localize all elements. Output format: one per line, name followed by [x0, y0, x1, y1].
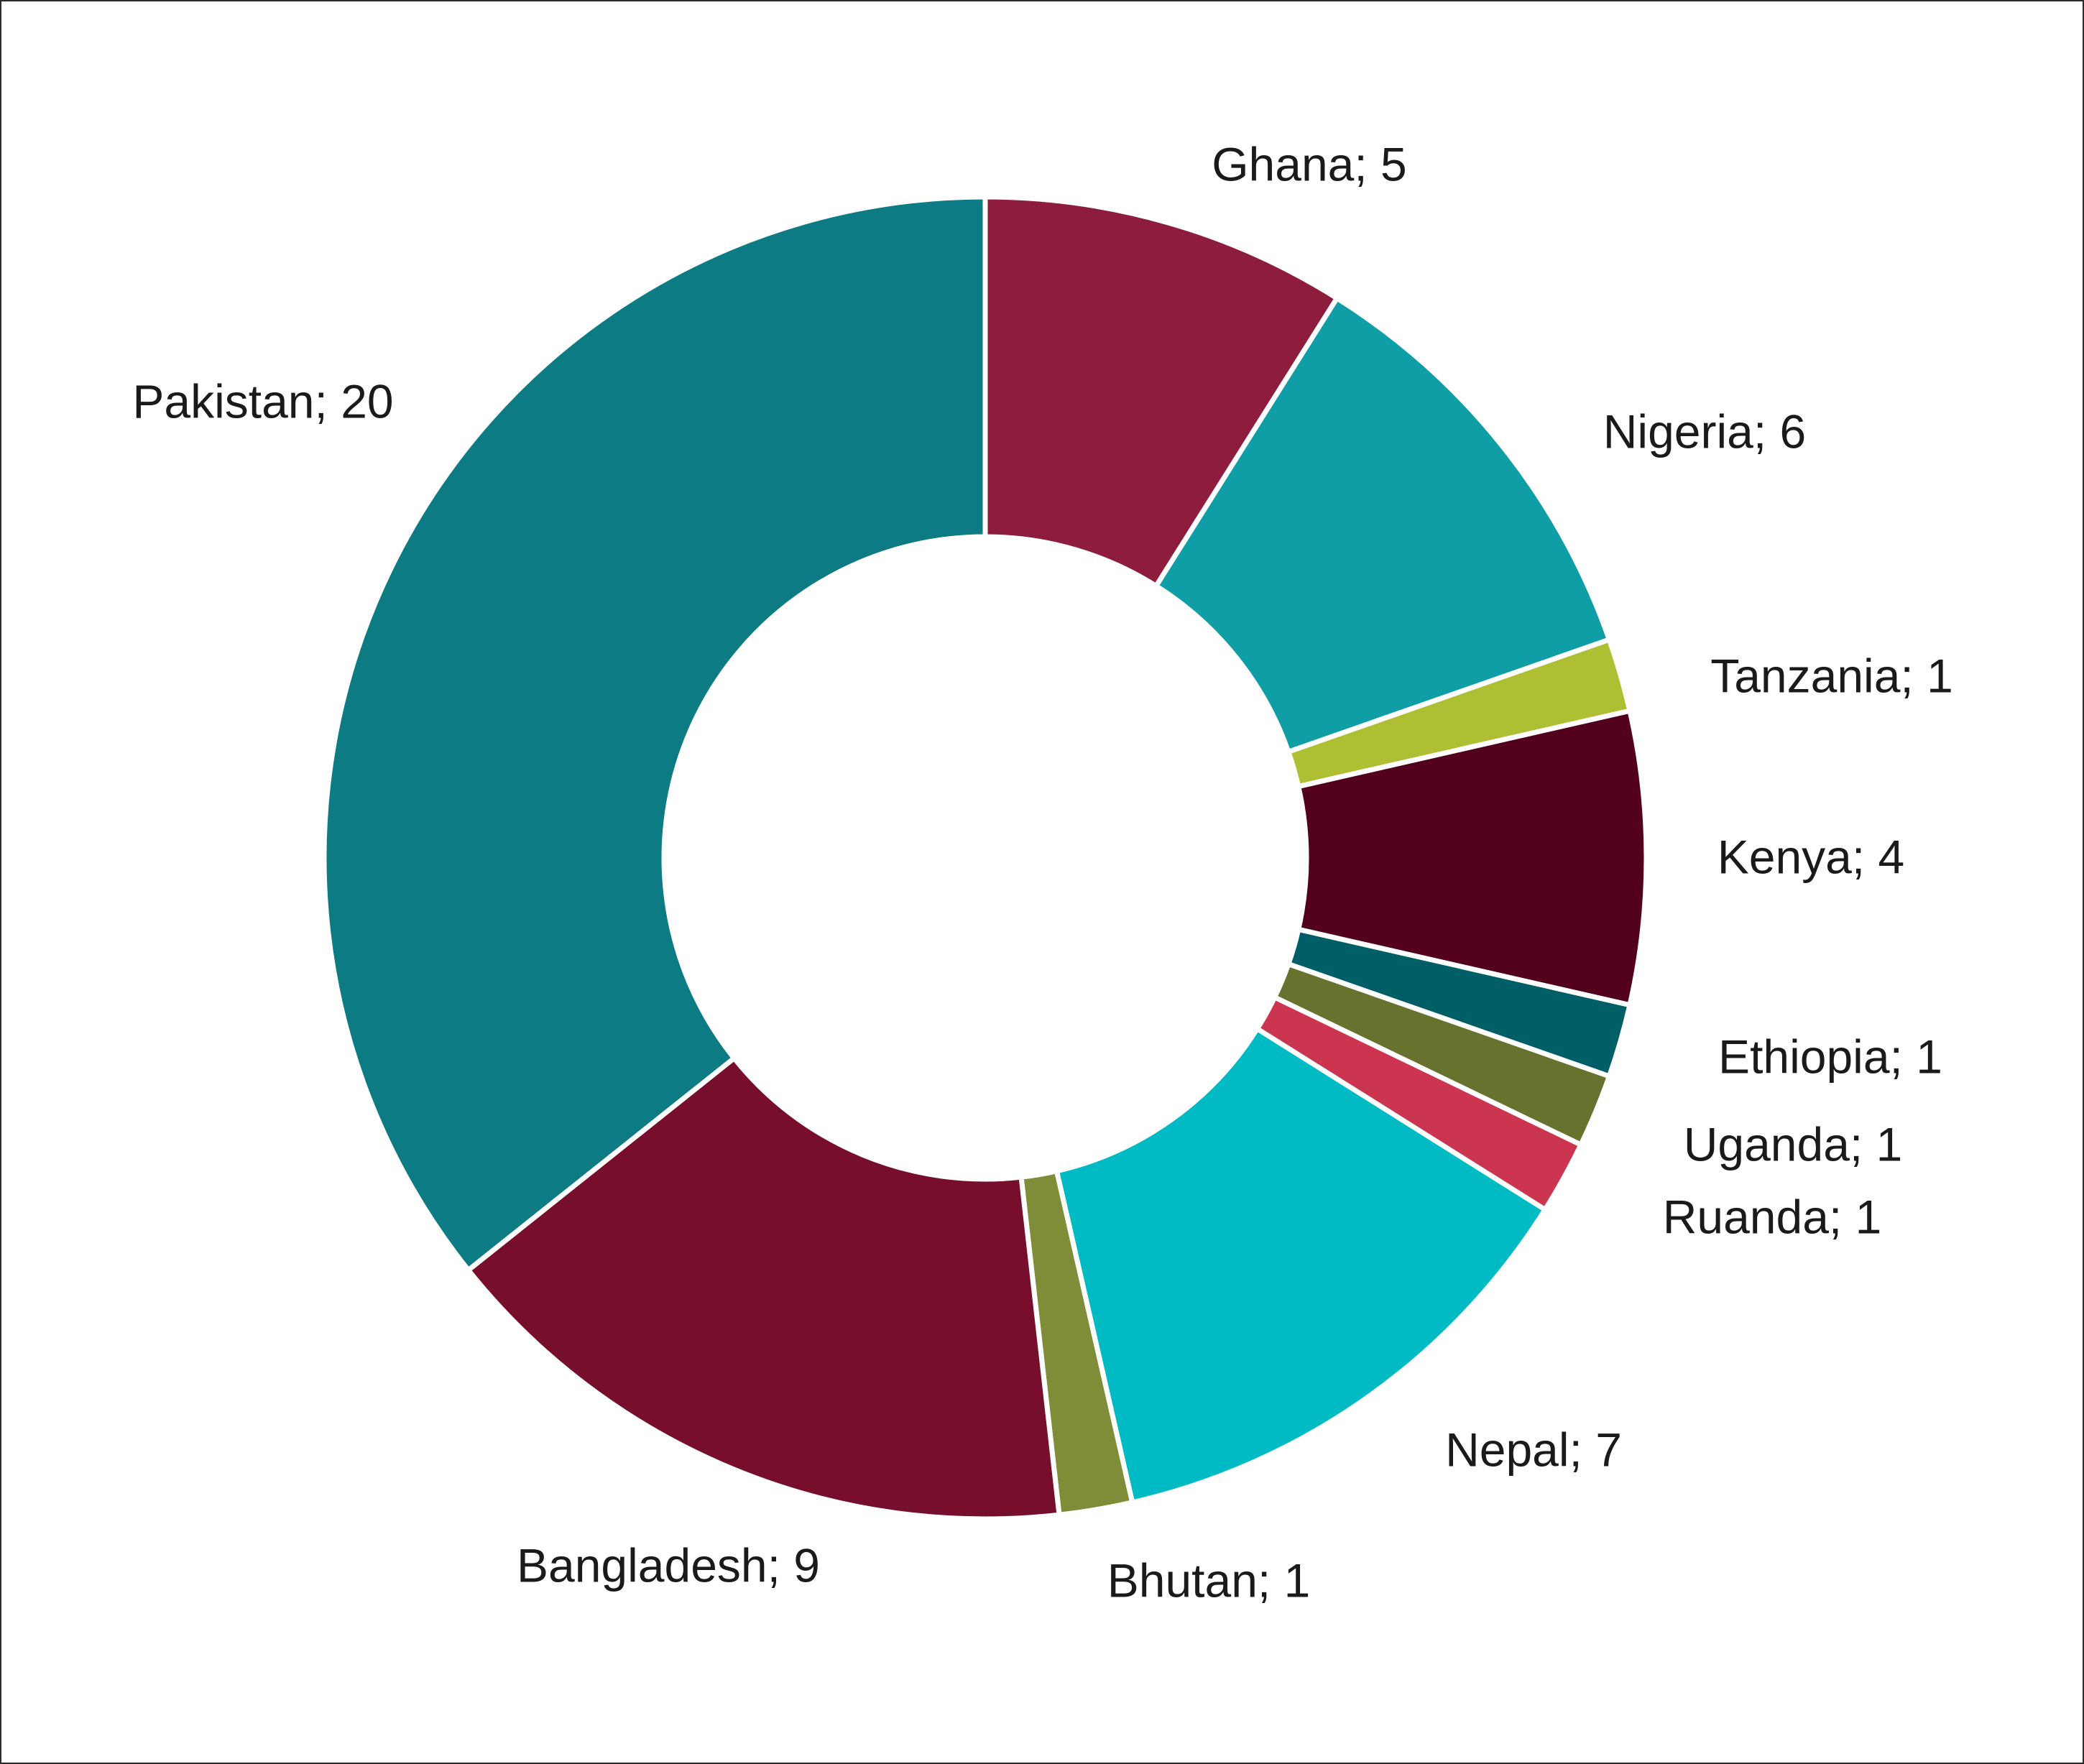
label-group: Ghana; 5 Nigeria; 6 Tanzania; 1 Kenya; 4 Eth… [132, 137, 1952, 1607]
slice-group [321, 194, 1649, 1522]
slice-nigeria [1152, 295, 1613, 755]
label-pakistan: Pakistan; 20 [132, 374, 393, 428]
label-ruanda: Ruanda; 1 [1663, 1190, 1882, 1243]
slice-kenya [1295, 708, 1649, 1008]
label-ethiopia: Ethiopia; 1 [1718, 1030, 1942, 1083]
label-nigeria: Nigeria; 6 [1603, 405, 1806, 458]
label-nepal: Nepal; 7 [1445, 1423, 1622, 1476]
label-kenya: Kenya; 4 [1718, 830, 1905, 883]
slice-bangladesh [464, 1054, 1062, 1522]
label-uganda: Uganda; 1 [1684, 1117, 1903, 1170]
slice-ghana [982, 194, 1341, 590]
slice-nepal [1053, 1025, 1549, 1506]
label-bangladesh: Bangladesh; 9 [517, 1538, 820, 1592]
label-bhutan: Bhutan; 1 [1107, 1553, 1311, 1607]
label-ghana: Ghana; 5 [1212, 137, 1407, 190]
slice-pakistan [321, 194, 988, 1274]
label-tanzania: Tanzania; 1 [1710, 649, 1953, 702]
